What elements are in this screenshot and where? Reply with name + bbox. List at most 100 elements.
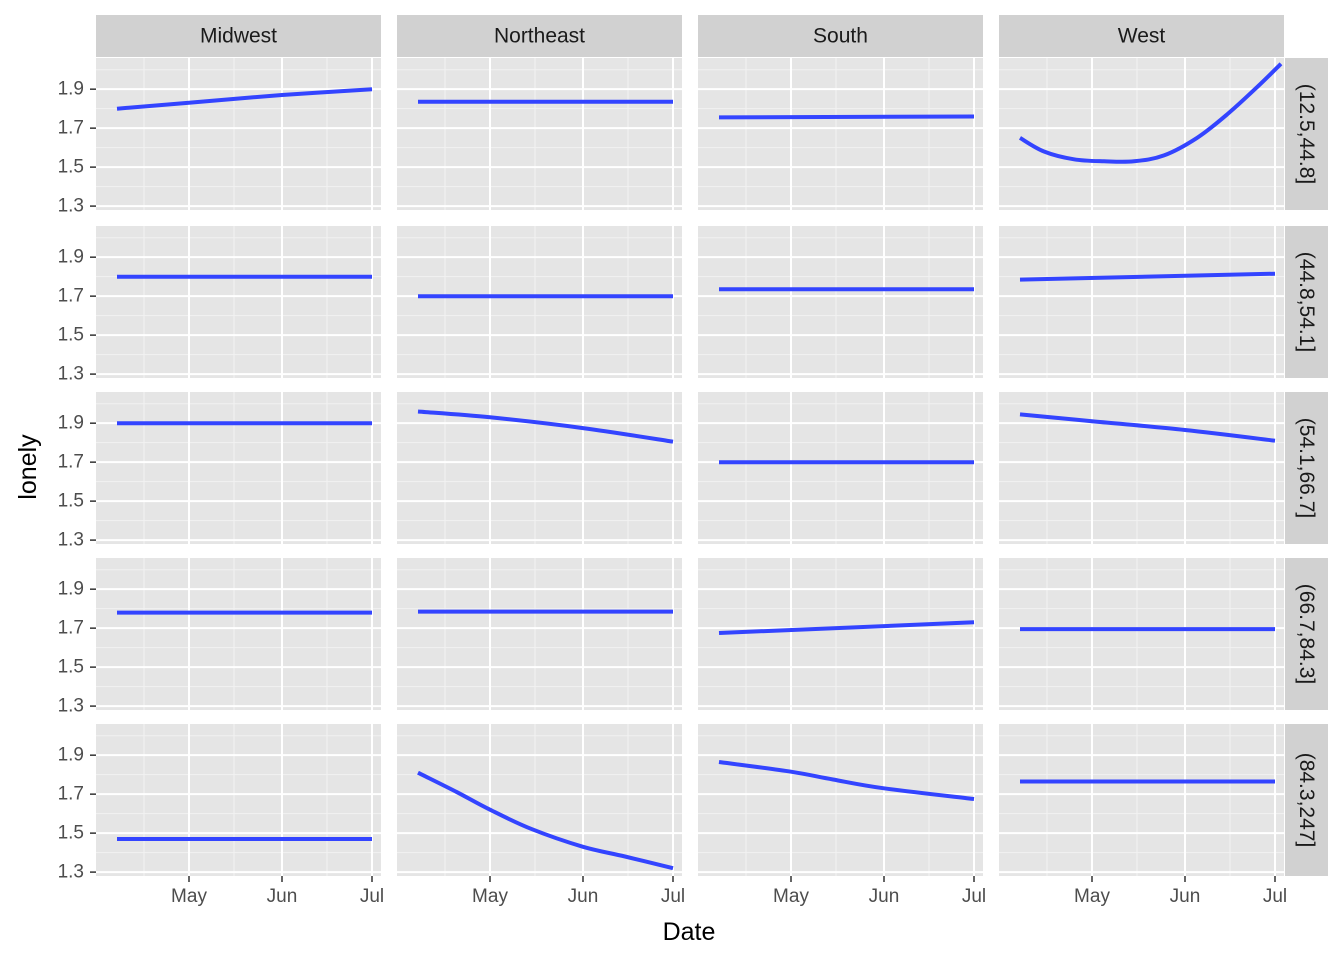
facet-panel: [397, 226, 682, 378]
x-tick-label: Jun: [568, 886, 599, 907]
row-strip-label: (54.1,66.7]: [1295, 418, 1318, 518]
facet-panel: [397, 392, 682, 544]
row-strip-background: [1285, 558, 1328, 710]
series-line: [718, 620, 975, 635]
x-tick-label: Jul: [360, 886, 384, 907]
y-tick-label: 1.7: [58, 118, 84, 139]
x-tick-label: Jul: [1263, 886, 1287, 907]
facet-panel: [698, 226, 983, 378]
column-strip: Midwest: [96, 15, 381, 57]
y-axis-title: lonely: [14, 434, 42, 500]
series-line: [1018, 62, 1283, 164]
facet-panel: [999, 558, 1284, 710]
x-tick-label: Jun: [1170, 886, 1201, 907]
panel-background: [698, 392, 983, 544]
y-tick-label: 1.3: [58, 862, 84, 883]
panel-background: [96, 558, 381, 710]
panel-background: [397, 226, 682, 378]
x-tick-label: May: [472, 886, 508, 907]
y-tick-label: 1.9: [58, 413, 84, 434]
panel-background: [698, 724, 983, 876]
y-tick-label: 1.3: [58, 530, 84, 551]
y-tick-label: 1.9: [58, 79, 84, 100]
row-strip: (54.1,66.7]: [1285, 392, 1328, 544]
y-tick-label: 1.9: [58, 579, 84, 600]
panel-background: [397, 58, 682, 210]
panel-background: [999, 58, 1284, 210]
series-line: [417, 770, 674, 871]
row-strip-background: [1285, 226, 1328, 378]
facet-panel: [96, 392, 381, 544]
column-strip-label: Midwest: [200, 25, 277, 48]
y-tick-label: 1.3: [58, 364, 84, 385]
x-tick-label: Jun: [267, 886, 298, 907]
x-tick-label: May: [1074, 886, 1110, 907]
column-strip: Northeast: [397, 15, 682, 57]
y-tick-label: 1.9: [58, 745, 84, 766]
panel-background: [698, 226, 983, 378]
row-strip-label: (84.3,247]: [1295, 753, 1318, 848]
y-tick-label: 1.3: [58, 196, 84, 217]
series-line: [718, 114, 975, 120]
x-tick-label: Jul: [661, 886, 685, 907]
panel-background: [999, 724, 1284, 876]
facet-panel: [397, 724, 682, 876]
strips-layer: (12.5,44.8] (44.8,54.1] (54.1,66.7] (66.7,8…: [96, 15, 1328, 876]
x-tick-label: Jul: [962, 886, 986, 907]
series-line: [116, 87, 373, 111]
facet-panel: [698, 392, 983, 544]
facet-panel: [96, 558, 381, 710]
y-tick-label: 1.7: [58, 618, 84, 639]
axes-layer: 1.3 1.5 1.7 1.9 1.3 1.5 1.7 1.9 1.3 1.5 1.7 1.9 1.3 1…: [58, 79, 1288, 907]
facet-panel: [96, 58, 381, 210]
y-tick-label: 1.3: [58, 696, 84, 717]
facet-panel: [999, 392, 1284, 544]
column-strip-background: [999, 15, 1284, 57]
row-strip-label: (12.5,44.8]: [1295, 84, 1318, 184]
column-strip-label: South: [813, 25, 868, 48]
y-tick-label: 1.7: [58, 286, 84, 307]
panel-background: [999, 226, 1284, 378]
row-strip: (12.5,44.8]: [1285, 58, 1328, 210]
column-strip-label: West: [1118, 25, 1166, 48]
column-strip: West: [999, 15, 1284, 57]
series-line: [1019, 412, 1276, 443]
facet-panel: [96, 226, 381, 378]
y-tick-label: 1.9: [58, 247, 84, 268]
facet-panel: [397, 58, 682, 210]
y-tick-label: 1.5: [58, 657, 84, 678]
facet-panel: [999, 724, 1284, 876]
series-line: [1019, 271, 1276, 282]
facet-panel: [698, 558, 983, 710]
row-strip: (66.7,84.3]: [1285, 558, 1328, 710]
row-strip: (84.3,247]: [1285, 724, 1328, 876]
y-tick-label: 1.5: [58, 823, 84, 844]
facet-panel: [999, 226, 1284, 378]
facet-panel: [698, 724, 983, 876]
x-tick-label: May: [773, 886, 809, 907]
facet-panel: [698, 58, 983, 210]
y-tick-label: 1.7: [58, 452, 84, 473]
x-axis-title: Date: [663, 918, 716, 946]
panels-layer: [96, 58, 1284, 876]
column-strip-background: [397, 15, 682, 57]
series-line: [718, 760, 975, 801]
panel-background: [96, 724, 381, 876]
row-strip: (44.8,54.1]: [1285, 226, 1328, 378]
series-line: [417, 409, 674, 444]
y-tick-label: 1.5: [58, 491, 84, 512]
x-tick-label: May: [171, 886, 207, 907]
y-tick-label: 1.5: [58, 157, 84, 178]
column-strip-background: [698, 15, 983, 57]
row-strip-background: [1285, 58, 1328, 210]
column-strip-label: Northeast: [494, 25, 585, 48]
facet-panel: [96, 724, 381, 876]
row-strip-label: (66.7,84.3]: [1295, 584, 1318, 684]
column-strip-background: [96, 15, 381, 57]
panel-background: [999, 558, 1284, 710]
y-tick-label: 1.7: [58, 784, 84, 805]
panel-background: [698, 58, 983, 210]
facet-panel: [999, 58, 1284, 210]
column-strip: South: [698, 15, 983, 57]
